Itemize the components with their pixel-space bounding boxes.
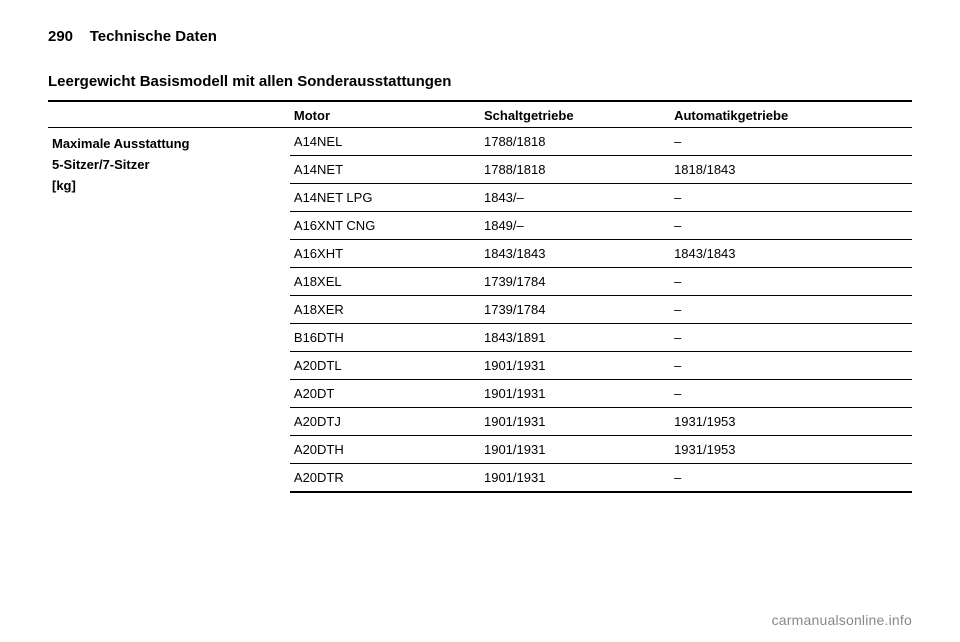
cell-manual: 1849/–: [480, 212, 670, 240]
cell-manual: 1901/1931: [480, 464, 670, 493]
cell-motor: A20DTR: [290, 464, 480, 493]
table-body: Maximale Ausstattung 5-Sitzer/7-Sitzer […: [48, 128, 912, 493]
cell-manual: 1739/1784: [480, 296, 670, 324]
cell-auto: 1843/1843: [670, 240, 912, 268]
cell-auto: –: [670, 212, 912, 240]
cell-auto: –: [670, 352, 912, 380]
table-row: Maximale Ausstattung 5-Sitzer/7-Sitzer […: [48, 128, 912, 156]
cell-motor: A18XER: [290, 296, 480, 324]
cell-manual: 1901/1931: [480, 352, 670, 380]
cell-manual: 1843/–: [480, 184, 670, 212]
cell-manual: 1843/1891: [480, 324, 670, 352]
cell-motor: A18XEL: [290, 268, 480, 296]
page-root: 290 Technische Daten Leergewicht Basismo…: [0, 0, 960, 642]
cell-motor: A20DTH: [290, 436, 480, 464]
desc-line-2: 5-Sitzer/7-Sitzer: [52, 155, 286, 176]
cell-manual: 1788/1818: [480, 156, 670, 184]
col-motor-header: Motor: [290, 101, 480, 128]
cell-auto: –: [670, 128, 912, 156]
cell-motor: A20DT: [290, 380, 480, 408]
cell-motor: A14NEL: [290, 128, 480, 156]
page-number: 290: [48, 28, 73, 45]
cell-motor: A20DTJ: [290, 408, 480, 436]
cell-auto: –: [670, 324, 912, 352]
cell-manual: 1901/1931: [480, 436, 670, 464]
cell-motor: B16DTH: [290, 324, 480, 352]
watermark: carmanualsonline.info: [772, 612, 912, 628]
cell-auto: 1931/1953: [670, 436, 912, 464]
cell-manual: 1901/1931: [480, 408, 670, 436]
cell-motor: A14NET: [290, 156, 480, 184]
cell-auto: –: [670, 184, 912, 212]
cell-motor: A16XNT CNG: [290, 212, 480, 240]
cell-auto: 1931/1953: [670, 408, 912, 436]
cell-auto: –: [670, 380, 912, 408]
cell-manual: 1739/1784: [480, 268, 670, 296]
desc-line-1: Maximale Ausstattung: [52, 134, 286, 155]
cell-motor: A16XHT: [290, 240, 480, 268]
col-manual-header: Schaltgetriebe: [480, 101, 670, 128]
cell-manual: 1843/1843: [480, 240, 670, 268]
cell-motor: A14NET LPG: [290, 184, 480, 212]
cell-auto: –: [670, 268, 912, 296]
page-section: Technische Daten: [90, 28, 217, 45]
desc-line-3: [kg]: [52, 176, 286, 197]
cell-motor: A20DTL: [290, 352, 480, 380]
weights-table: Motor Schaltgetriebe Automatikgetriebe M…: [48, 100, 912, 493]
cell-manual: 1788/1818: [480, 128, 670, 156]
cell-auto: 1818/1843: [670, 156, 912, 184]
col-auto-header: Automatikgetriebe: [670, 101, 912, 128]
cell-auto: –: [670, 296, 912, 324]
section-title: Leergewicht Basismodell mit allen Sonder…: [48, 73, 912, 90]
page-header: 290 Technische Daten: [48, 28, 912, 45]
cell-auto: –: [670, 464, 912, 493]
cell-manual: 1901/1931: [480, 380, 670, 408]
col-desc-header: [48, 101, 290, 128]
desc-cell: Maximale Ausstattung 5-Sitzer/7-Sitzer […: [48, 128, 290, 493]
table-header-row: Motor Schaltgetriebe Automatikgetriebe: [48, 101, 912, 128]
